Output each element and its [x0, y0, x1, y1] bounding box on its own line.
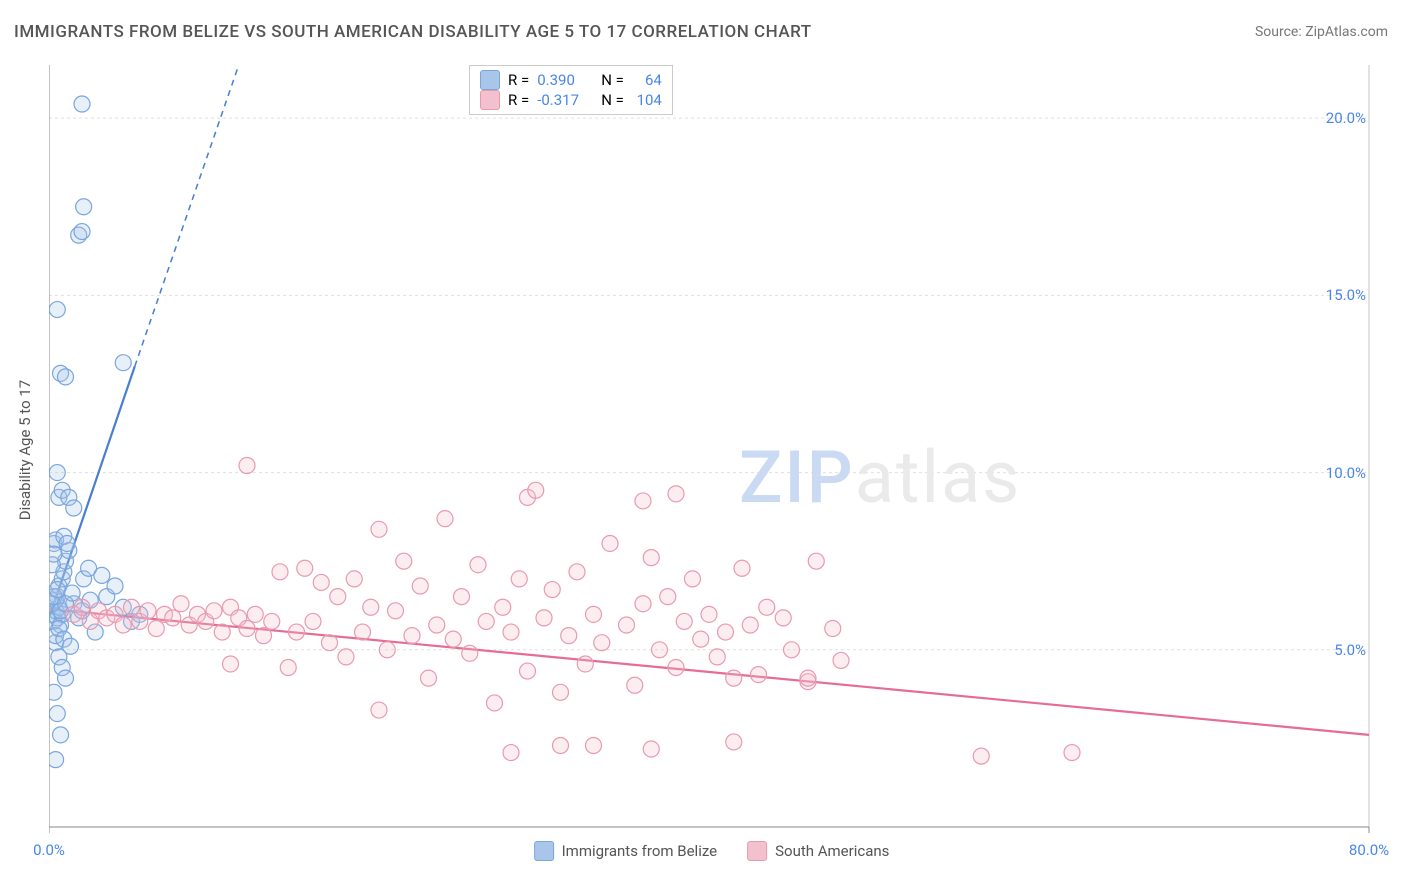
source-attribution: Source: ZipAtlas.com [1255, 24, 1388, 40]
scatter-plot: R = 0.390 N = 64 R = -0.317 N = 104 ZIPa… [49, 65, 1374, 835]
x-tick-label: 80.0% [1349, 841, 1389, 859]
legend-item-1: South Americans [747, 841, 889, 861]
chart-title: IMMIGRANTS FROM BELIZE VS SOUTH AMERICAN… [14, 22, 812, 42]
r-value-1: -0.317 [537, 91, 593, 109]
legend-item-0: Immigrants from Belize [534, 841, 718, 861]
r-label: R = [508, 71, 529, 89]
series-legend: Immigrants from Belize South Americans [534, 841, 890, 861]
source-link[interactable]: ZipAtlas.com [1305, 24, 1388, 40]
legend-bottom-label-1: South Americans [775, 842, 889, 860]
y-tick-label: 5.0% [1334, 641, 1366, 659]
n-label: N = [601, 91, 624, 109]
legend-swatch-0 [480, 70, 500, 90]
source-label: Source: [1255, 24, 1302, 40]
legend-row-0: R = 0.390 N = 64 [480, 70, 662, 90]
plot-svg [49, 65, 1374, 835]
legend-bottom-label-0: Immigrants from Belize [562, 842, 718, 860]
legend-row-1: R = -0.317 N = 104 [480, 90, 662, 110]
r-label: R = [508, 91, 529, 109]
legend-bottom-swatch-0 [534, 841, 554, 861]
y-tick-label: 10.0% [1326, 464, 1366, 482]
n-label: N = [601, 71, 624, 89]
legend-swatch-1 [480, 90, 500, 110]
y-tick-label: 20.0% [1326, 109, 1366, 127]
correlation-legend: R = 0.390 N = 64 R = -0.317 N = 104 [469, 65, 673, 115]
legend-bottom-swatch-1 [747, 841, 767, 861]
x-tick-label: 0.0% [33, 841, 65, 859]
n-value-0: 64 [632, 71, 662, 89]
r-value-0: 0.390 [537, 71, 593, 89]
n-value-1: 104 [632, 91, 662, 109]
y-axis-label: Disability Age 5 to 17 [16, 380, 34, 520]
y-tick-label: 15.0% [1326, 286, 1366, 304]
